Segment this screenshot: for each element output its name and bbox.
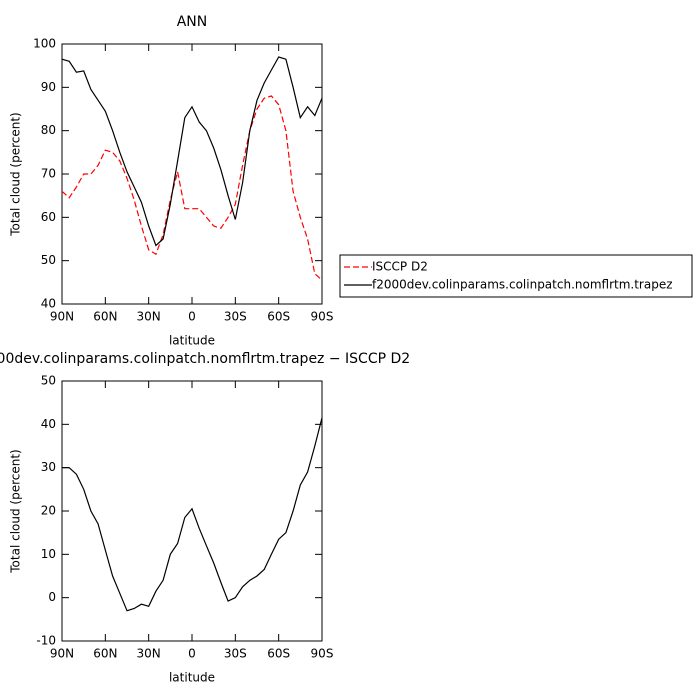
x-tick-label: 30S [224, 647, 247, 661]
legend-label: ISCCP D2 [372, 260, 428, 274]
x-axis-label: latitude [169, 671, 215, 685]
y-tick-label: 100 [33, 37, 56, 51]
y-tick-label: 40 [41, 417, 56, 431]
y-tick-label: 90 [41, 80, 56, 94]
x-tick-label: 90S [311, 647, 334, 661]
x-tick-label: 30S [224, 310, 247, 324]
y-axis-label: Total cloud (percent) [9, 449, 23, 573]
y-tick-label: 20 [41, 504, 56, 518]
legend-box [339, 254, 693, 298]
x-tick-label: 90N [50, 647, 74, 661]
plot-frame [61, 380, 323, 642]
x-tick-label: 0 [188, 647, 196, 661]
y-tick-label: 40 [41, 297, 56, 311]
plot-frame [61, 43, 323, 305]
x-tick-label: 60S [267, 310, 290, 324]
y-tick-label: 50 [41, 374, 56, 388]
x-tick-label: 30N [137, 310, 161, 324]
x-tick-label: 90S [311, 310, 334, 324]
chart-title: f2000dev.colinparams.colinpatch.nomflrtm… [0, 351, 410, 367]
legend-label: f2000dev.colinparams.colinpatch.nomflrtm… [372, 278, 673, 292]
y-axis-label: Total cloud (percent) [9, 112, 23, 236]
y-tick-label: 80 [41, 123, 56, 137]
x-tick-label: 60S [267, 647, 290, 661]
data-line [61, 95, 323, 281]
x-tick-label: 60N [93, 647, 117, 661]
y-tick-label: 50 [41, 253, 56, 267]
legend: ISCCP D2 f2000dev.colinparams.colinpatch.… [339, 254, 693, 298]
data-line [61, 56, 323, 247]
x-tick-label: 0 [188, 310, 196, 324]
x-tick-label: 90N [50, 310, 74, 324]
y-tick-label: -10 [36, 634, 56, 648]
y-tick-label: 60 [41, 210, 56, 224]
y-tick-label: 70 [41, 167, 56, 181]
data-line [62, 417, 323, 612]
x-axis-label: latitude [169, 334, 215, 348]
x-tick-label: 30N [137, 647, 161, 661]
y-tick-label: 10 [41, 547, 56, 561]
chart-title: ANN [177, 14, 208, 30]
y-tick-label: 0 [48, 590, 56, 604]
y-tick-label: 30 [41, 460, 56, 474]
x-tick-label: 60N [93, 310, 117, 324]
